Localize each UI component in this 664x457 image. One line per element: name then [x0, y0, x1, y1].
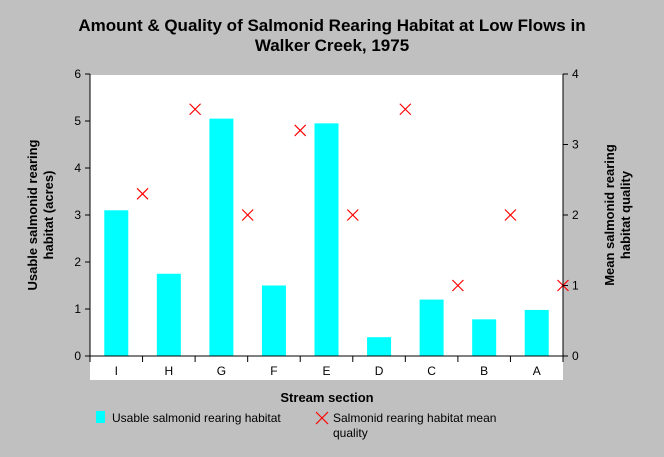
marker-B: [504, 209, 517, 221]
marker-E: [346, 209, 359, 221]
left-tick-label: 2: [74, 255, 81, 269]
bar-H: [156, 273, 181, 356]
x-tick-label-D: D: [375, 364, 384, 378]
bar-C: [419, 299, 444, 356]
bar-I: [104, 210, 129, 356]
chart-title-line-2: Walker Creek, 1975: [255, 36, 409, 55]
bar-series: [104, 118, 549, 357]
x-tick-label-F: F: [270, 364, 277, 378]
right-tick-label: 1: [572, 279, 579, 293]
left-y-axis-title-line-2: habitat (acres): [41, 171, 56, 260]
legend-bar-swatch: [96, 411, 105, 423]
marker-G: [241, 209, 254, 221]
marker-F: [294, 124, 307, 137]
x-tick-label-I: I: [115, 364, 118, 378]
right-tick-label: 0: [572, 349, 579, 363]
x-tick-label-B: B: [480, 364, 488, 378]
x-tick-label-C: C: [427, 364, 436, 378]
right-tick-label: 2: [572, 208, 579, 222]
left-tick-label: 1: [74, 302, 81, 316]
bar-A: [524, 309, 549, 356]
left-tick-label: 5: [74, 114, 81, 128]
left-tick-label: 0: [74, 349, 81, 363]
left-y-axis-title-line-1: Usable salmonid rearing: [25, 139, 40, 290]
marker-D: [399, 103, 412, 116]
x-tick-label-A: A: [533, 364, 541, 378]
bar-G: [209, 118, 234, 357]
bar-E: [314, 123, 339, 356]
right-y-axis: 0 1 2 3 4: [563, 67, 579, 363]
x-tick-label-H: H: [164, 364, 173, 378]
x-axis-title: Stream section: [280, 390, 373, 405]
legend-label-bars: Usable salmonid rearing habitat: [112, 411, 281, 425]
bar-B: [472, 319, 497, 356]
right-y-axis-title-line-1: Mean salmonid rearing: [602, 144, 617, 286]
legend-x-glyph: [315, 411, 329, 425]
marker-H: [189, 103, 202, 116]
left-tick-label: 6: [74, 67, 81, 81]
left-y-axis-title: Usable salmonid rearing habitat (acres): [25, 139, 56, 290]
bar-D: [367, 337, 392, 356]
left-y-axis: 0 1 2 3 4 5 6: [74, 67, 90, 363]
right-tick-label: 3: [572, 138, 579, 152]
right-tick-label: 4: [572, 67, 579, 81]
legend-label-markers-line-1: Salmonid rearing habitat mean: [333, 411, 496, 425]
legend-x-marker: [315, 411, 329, 425]
marker-I: [136, 187, 149, 200]
left-tick-label: 4: [74, 161, 81, 175]
right-y-axis-title-line-2: habitat quality: [618, 170, 633, 259]
x-tick-label-E: E: [322, 364, 330, 378]
x-tick-label-G: G: [217, 364, 226, 378]
bar-F: [261, 285, 286, 356]
marker-C: [451, 279, 464, 292]
legend: Usable salmonid rearing habitat Salmonid…: [96, 411, 496, 440]
legend-label-markers-line-2: quality: [333, 426, 368, 440]
left-tick-label: 3: [74, 208, 81, 222]
right-y-axis-title: Mean salmonid rearing habitat quality: [602, 144, 633, 286]
chart-title-line-1: Amount & Quality of Salmonid Rearing Hab…: [78, 16, 585, 35]
